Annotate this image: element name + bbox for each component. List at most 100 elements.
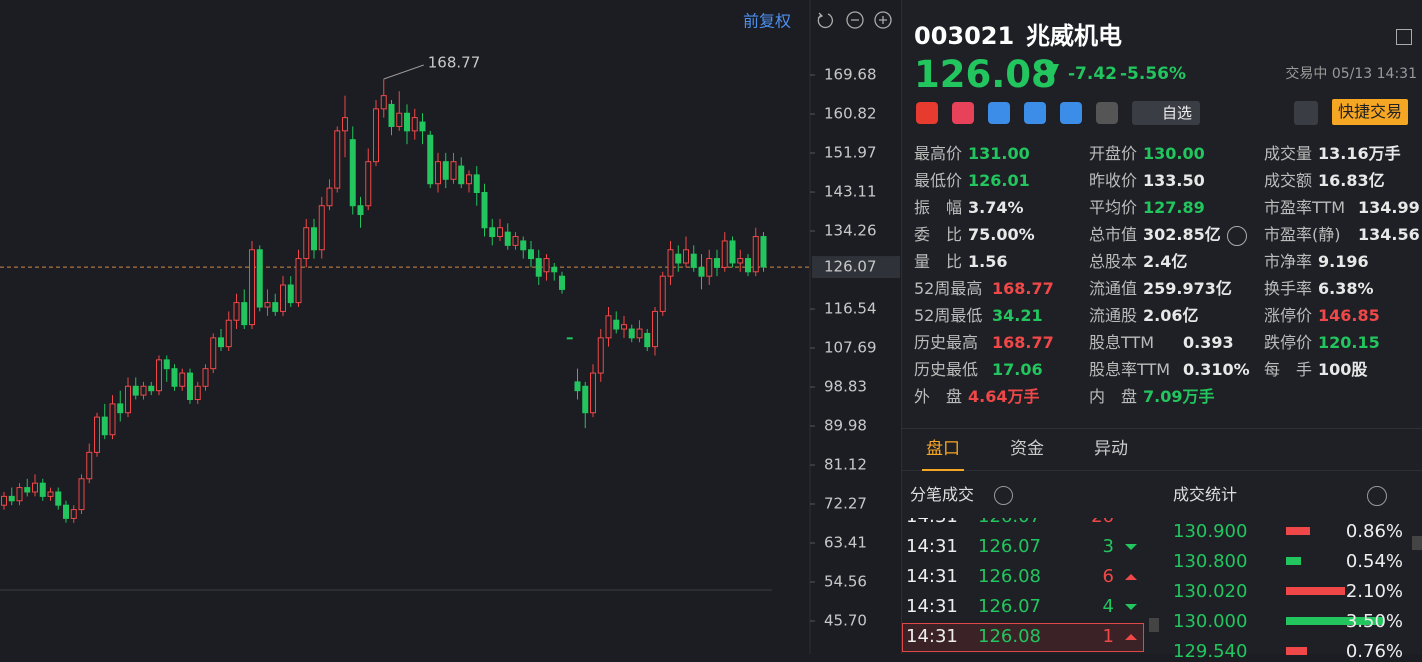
stat-label: 总市值 bbox=[1089, 225, 1138, 244]
candle-body bbox=[504, 231, 511, 246]
stat-label: 涨停价 bbox=[1264, 306, 1313, 325]
scroll bbox=[1149, 618, 1159, 632]
adjust-label[interactable]: 前复权 bbox=[743, 12, 791, 31]
stat-label: 量 比 bbox=[914, 252, 963, 271]
y-tick-label: 45.70 bbox=[824, 612, 867, 630]
candle-body bbox=[411, 117, 418, 132]
candle-body bbox=[210, 337, 217, 370]
candle-body bbox=[388, 103, 395, 127]
tag-icon[interactable] bbox=[1060, 102, 1082, 124]
stat-value: 120.15 bbox=[1318, 333, 1380, 352]
candle-body bbox=[256, 249, 263, 308]
max-leader bbox=[383, 64, 424, 80]
tag-icon[interactable] bbox=[952, 102, 974, 124]
stat-label: 历史最高 bbox=[914, 333, 979, 352]
tag-icon[interactable] bbox=[916, 102, 938, 124]
stat-label: 平均价 bbox=[1089, 198, 1138, 217]
candle-body bbox=[729, 240, 736, 264]
candle-body bbox=[613, 319, 620, 330]
candle-body bbox=[466, 174, 472, 185]
more-icon[interactable] bbox=[1227, 226, 1247, 246]
candle-body bbox=[737, 258, 744, 264]
candle-body bbox=[194, 385, 201, 400]
candle-body bbox=[280, 284, 286, 312]
candle-body bbox=[8, 495, 15, 502]
candle-body bbox=[125, 385, 131, 414]
trade-volume: 26 bbox=[1091, 506, 1114, 527]
tag-icon[interactable] bbox=[988, 102, 1010, 124]
stat-label: 52周最低 bbox=[914, 306, 983, 325]
stat-label: 换手率 bbox=[1264, 279, 1313, 298]
stat-label: 外 盘 bbox=[914, 387, 963, 406]
trade-volume: 1 bbox=[1102, 626, 1114, 647]
candle-body bbox=[582, 385, 589, 414]
dist-title: 成交统计 bbox=[1173, 485, 1238, 504]
candle-body bbox=[543, 258, 550, 273]
stat-value: 127.89 bbox=[1143, 198, 1205, 217]
max-annotation: 168.77 bbox=[428, 54, 481, 72]
stat-label: 流通值 bbox=[1089, 279, 1138, 298]
candle-body bbox=[318, 205, 325, 251]
candle-body bbox=[380, 95, 387, 110]
candle-body bbox=[489, 227, 496, 238]
candle-body bbox=[287, 284, 294, 304]
tag-icon[interactable] bbox=[1096, 102, 1118, 124]
tag-icon[interactable] bbox=[1024, 102, 1046, 124]
candle-body bbox=[745, 258, 751, 273]
stat-label: 最高价 bbox=[914, 144, 963, 163]
ticks-title: 分笔成交 bbox=[910, 485, 975, 504]
more-icon[interactable] bbox=[1367, 486, 1387, 506]
stat-value: 17.06 bbox=[992, 360, 1043, 379]
stat-value: 1.56 bbox=[968, 252, 1008, 271]
trade-volume: 3 bbox=[1102, 536, 1114, 557]
change-pct: -5.56% bbox=[1120, 64, 1187, 84]
candle-body bbox=[450, 161, 457, 180]
candle-body bbox=[63, 504, 69, 519]
tab-active bbox=[922, 469, 964, 471]
stock-code: 003021 bbox=[914, 22, 1015, 50]
dist-pct: 2.10% bbox=[1345, 581, 1403, 602]
help-icon[interactable] bbox=[994, 486, 1013, 505]
price: 126.08 bbox=[914, 53, 1057, 96]
candle-body bbox=[365, 161, 372, 207]
stat-label: 总股本 bbox=[1089, 252, 1138, 271]
candle-body bbox=[47, 491, 54, 497]
trade-time: 14:31 bbox=[906, 566, 958, 587]
stat-value: 259.973亿 bbox=[1143, 279, 1232, 298]
tab[interactable]: 盘口 bbox=[926, 439, 960, 459]
candle-body bbox=[202, 368, 209, 387]
candle-body bbox=[528, 249, 534, 260]
candle-body bbox=[373, 108, 379, 163]
dist-pct: 3.50% bbox=[1345, 611, 1403, 632]
divider bbox=[902, 428, 1422, 429]
trade-button[interactable]: 快捷交易 bbox=[1332, 99, 1409, 125]
watch-button[interactable] bbox=[1132, 101, 1200, 125]
stat-value: 75.00% bbox=[968, 225, 1035, 244]
candle-body bbox=[303, 227, 310, 260]
candle-body bbox=[559, 275, 565, 290]
stat-value: 13.16万手 bbox=[1318, 144, 1401, 163]
y-tick-label: 81.12 bbox=[824, 456, 867, 474]
stat-value: 126.01 bbox=[968, 171, 1030, 190]
chart-tools[interactable] bbox=[817, 11, 892, 29]
stat-value: 133.50 bbox=[1143, 171, 1205, 190]
candle-body bbox=[442, 161, 449, 180]
candle-body bbox=[752, 236, 759, 273]
candle-body bbox=[148, 385, 155, 392]
candle-body bbox=[1, 495, 7, 506]
tab[interactable]: 异动 bbox=[1094, 439, 1128, 459]
stat-label: 市盈率TTM bbox=[1264, 198, 1346, 217]
stat-value: 7.09万手 bbox=[1143, 387, 1215, 406]
candle-body bbox=[535, 258, 542, 277]
tab[interactable]: 资金 bbox=[1010, 439, 1044, 459]
dist-pct: 0.76% bbox=[1345, 641, 1403, 662]
trade-price: 126.08 bbox=[978, 566, 1041, 587]
trade-arrow bbox=[1125, 544, 1137, 550]
candle-body bbox=[233, 302, 240, 321]
trade-arrow bbox=[1125, 604, 1137, 610]
bell[interactable] bbox=[1294, 101, 1318, 125]
y-tick-label: 151.97 bbox=[824, 144, 877, 162]
dist-bar bbox=[1286, 527, 1311, 535]
candle-body bbox=[427, 134, 434, 185]
candle-body bbox=[605, 315, 612, 339]
